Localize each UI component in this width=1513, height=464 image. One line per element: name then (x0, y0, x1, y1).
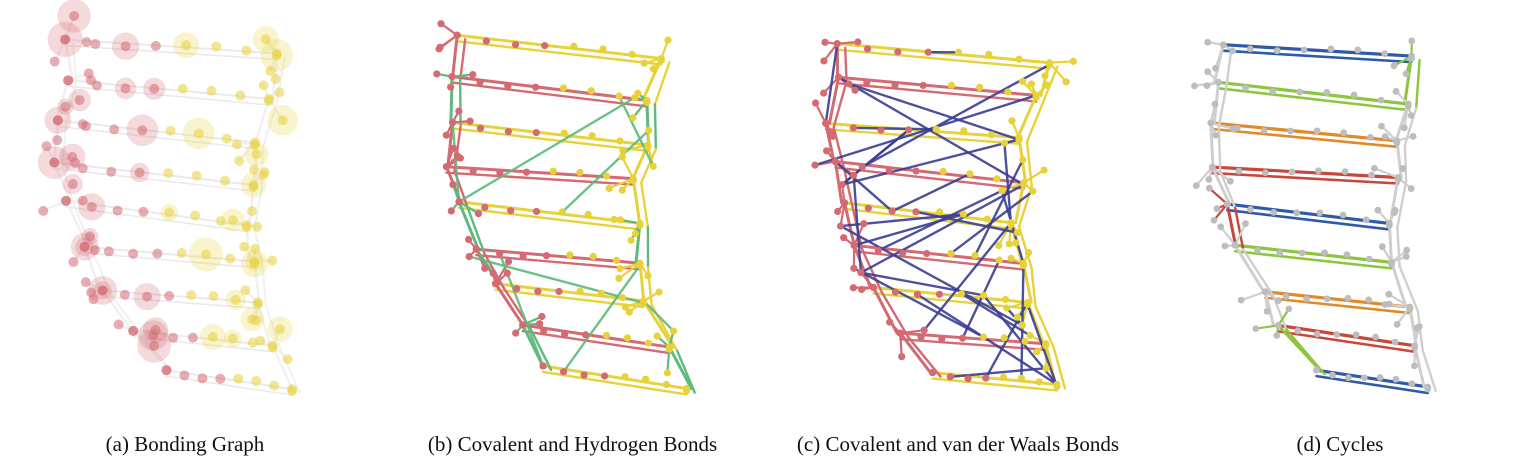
cycles-render (1191, 37, 1437, 395)
panel-c-covalent-vdw (775, 0, 1130, 420)
bonding-graph-render (37, 0, 302, 397)
caption-a: (a) Bonding Graph (105, 432, 265, 456)
panel-b-covalent-hydrogen (395, 0, 750, 420)
panel-a-bonding-graph (0, 0, 370, 420)
caption-c: (c) Covalent and van der Waals Bonds (796, 432, 1120, 456)
panel-d-cycles (1165, 0, 1500, 420)
covalent-hydrogen-render (433, 20, 696, 396)
caption-b: (b) Covalent and Hydrogen Bonds (427, 432, 718, 456)
caption-d: (d) Cycles (1296, 432, 1384, 456)
covalent-vdw-render (811, 38, 1077, 392)
